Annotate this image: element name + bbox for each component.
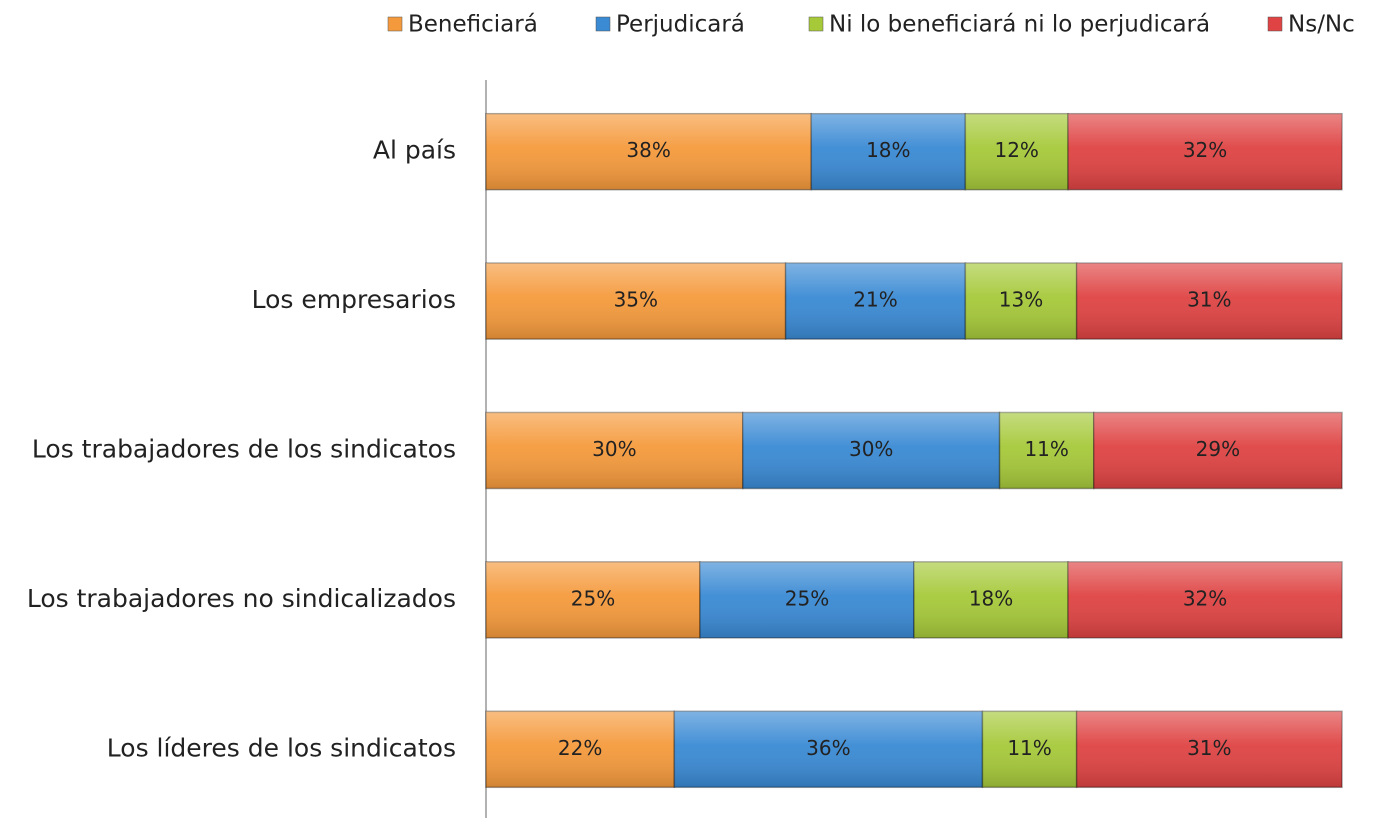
- value-label: 25%: [571, 586, 615, 610]
- value-label: 11%: [1024, 437, 1068, 461]
- legend-swatch: [595, 16, 611, 32]
- value-label: 12%: [994, 138, 1038, 162]
- value-label: 31%: [1187, 288, 1231, 312]
- value-label: 32%: [1183, 138, 1227, 162]
- value-label: 25%: [785, 586, 829, 610]
- bar-gloss: [1076, 263, 1342, 340]
- bar-gloss: [486, 412, 743, 489]
- bar-gloss: [700, 561, 914, 638]
- value-label: 35%: [614, 288, 658, 312]
- legend-swatch: [387, 16, 403, 32]
- bar-gloss: [1068, 561, 1342, 638]
- legend-label: Ns/Nc: [1288, 12, 1355, 38]
- bar-gloss: [982, 711, 1077, 788]
- bar-gloss: [1068, 113, 1342, 190]
- legend-swatch: [808, 16, 824, 32]
- value-label: 13%: [999, 288, 1043, 312]
- category-label: Los trabajadores de los sindicatos: [32, 435, 456, 464]
- value-label: 18%: [969, 586, 1013, 610]
- value-label: 32%: [1183, 586, 1227, 610]
- bar-gloss: [914, 561, 1069, 638]
- value-label: 30%: [849, 437, 893, 461]
- bar-gloss: [1076, 711, 1342, 788]
- bar-gloss: [999, 412, 1094, 489]
- legend-label: Beneficiará: [408, 12, 538, 38]
- bar-gloss: [785, 263, 966, 340]
- category-label: Al país: [373, 136, 456, 165]
- bar-gloss: [811, 113, 966, 190]
- category-label: Los trabajadores no sindicalizados: [27, 584, 456, 613]
- value-label: 38%: [626, 138, 670, 162]
- value-label: 21%: [853, 288, 897, 312]
- value-label: 29%: [1196, 437, 1240, 461]
- bar-gloss: [965, 113, 1069, 190]
- category-label: Los líderes de los sindicatos: [107, 733, 456, 762]
- legend-label: Perjudicará: [616, 12, 745, 38]
- legend-swatch: [1267, 16, 1283, 32]
- bar-gloss: [742, 412, 1000, 489]
- bar-gloss: [486, 561, 700, 638]
- category-label: Los empresarios: [252, 285, 456, 314]
- value-label: 18%: [866, 138, 910, 162]
- bar-gloss: [486, 113, 812, 190]
- value-label: 30%: [592, 437, 636, 461]
- value-label: 36%: [806, 736, 850, 760]
- bar-gloss: [486, 711, 675, 788]
- legend-label: Ni lo beneficiará ni lo perjudicará: [829, 12, 1210, 38]
- value-label: 31%: [1187, 736, 1231, 760]
- bar-gloss: [486, 263, 786, 340]
- bar-gloss: [1093, 412, 1342, 489]
- bar-gloss: [674, 711, 983, 788]
- bar-gloss: [965, 263, 1077, 340]
- value-label: 22%: [558, 736, 602, 760]
- value-label: 11%: [1007, 736, 1051, 760]
